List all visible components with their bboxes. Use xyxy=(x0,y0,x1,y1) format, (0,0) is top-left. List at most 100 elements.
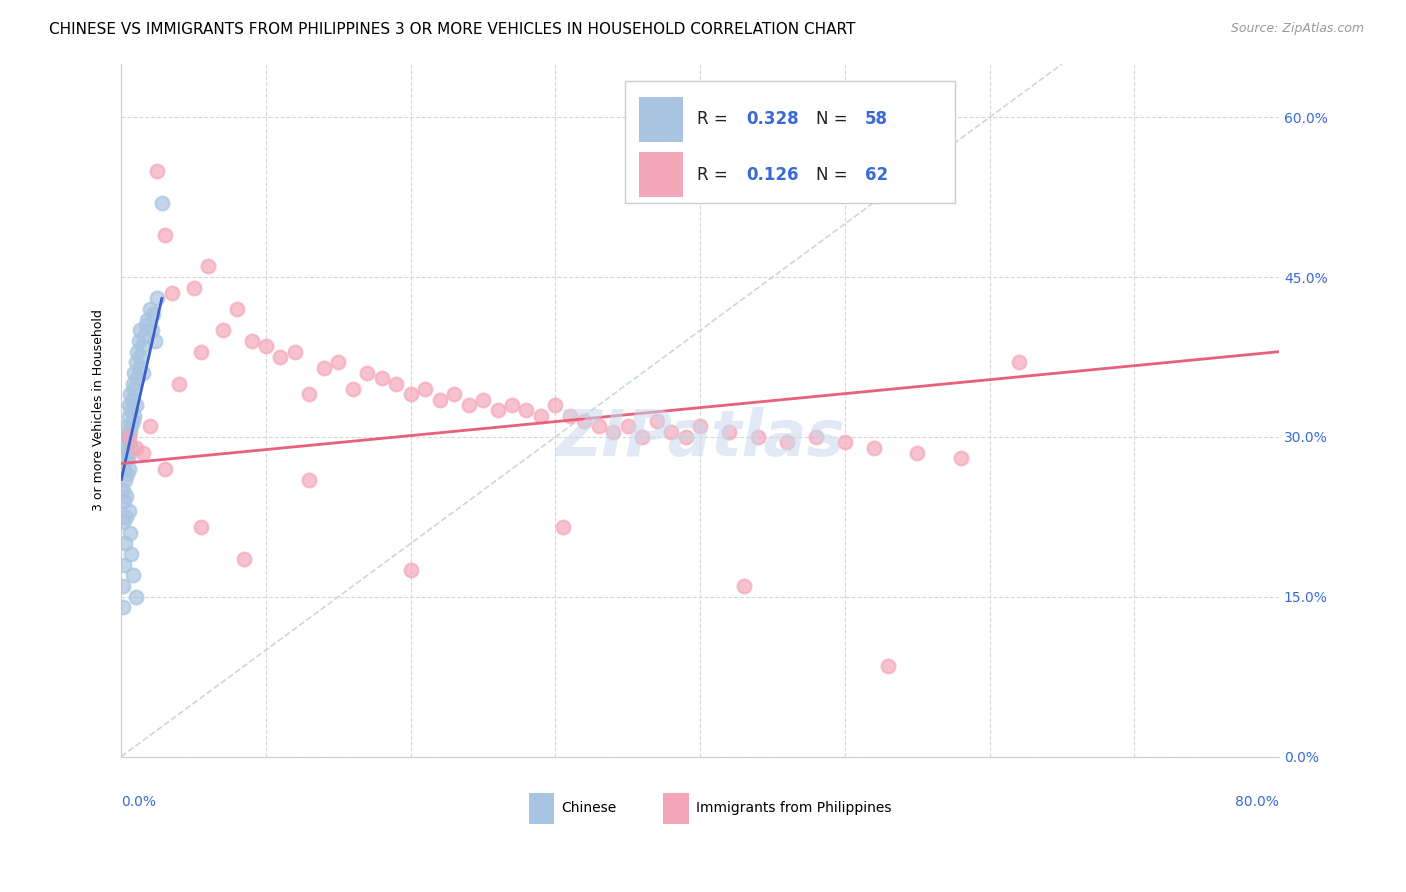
Point xyxy=(197,260,219,274)
Point xyxy=(328,355,350,369)
Point xyxy=(1007,355,1029,369)
Point xyxy=(472,392,495,407)
Point xyxy=(129,350,152,364)
Point xyxy=(399,563,422,577)
Point xyxy=(160,286,183,301)
Point xyxy=(167,376,190,391)
Point xyxy=(125,441,148,455)
Point xyxy=(134,328,156,343)
Point xyxy=(127,344,149,359)
Point xyxy=(118,525,141,540)
Point xyxy=(551,520,574,534)
Point xyxy=(120,441,142,455)
Point xyxy=(574,414,596,428)
Point xyxy=(112,579,135,593)
Point xyxy=(342,382,364,396)
Point xyxy=(776,435,799,450)
Point xyxy=(153,227,176,242)
Point xyxy=(254,339,277,353)
Text: R =: R = xyxy=(697,111,733,128)
Text: Chinese: Chinese xyxy=(561,801,616,815)
Point xyxy=(733,579,755,593)
Point xyxy=(544,398,567,412)
Point xyxy=(659,425,682,439)
Point xyxy=(183,281,205,295)
Point xyxy=(429,392,451,407)
Point xyxy=(118,387,141,401)
FancyBboxPatch shape xyxy=(664,793,689,824)
Point xyxy=(142,307,165,321)
Point xyxy=(112,493,135,508)
Point xyxy=(112,462,135,476)
Point xyxy=(153,462,176,476)
Point xyxy=(211,323,233,337)
Point xyxy=(146,292,169,306)
Point xyxy=(128,360,150,375)
Y-axis label: 3 or more Vehicles in Household: 3 or more Vehicles in Household xyxy=(93,310,105,511)
Point xyxy=(141,323,163,337)
Point xyxy=(413,382,436,396)
Point xyxy=(240,334,263,348)
Point xyxy=(115,489,138,503)
Point xyxy=(120,419,142,434)
Point xyxy=(356,366,378,380)
Point xyxy=(645,414,668,428)
Point xyxy=(190,344,212,359)
Point xyxy=(125,355,148,369)
Point xyxy=(115,419,138,434)
Point xyxy=(877,659,900,673)
Point xyxy=(117,430,139,444)
Text: R =: R = xyxy=(697,166,733,184)
Point xyxy=(399,387,422,401)
FancyBboxPatch shape xyxy=(638,153,683,197)
Point xyxy=(115,446,138,460)
Point xyxy=(114,509,136,524)
Point xyxy=(501,398,523,412)
Text: Source: ZipAtlas.com: Source: ZipAtlas.com xyxy=(1230,22,1364,36)
Point xyxy=(117,430,139,444)
Point xyxy=(269,350,291,364)
Point xyxy=(602,425,624,439)
Point xyxy=(125,590,148,604)
Point xyxy=(129,323,152,337)
Point xyxy=(114,451,136,466)
Point xyxy=(127,371,149,385)
Point xyxy=(122,376,145,391)
Point xyxy=(298,473,321,487)
Point xyxy=(136,312,159,326)
Point xyxy=(949,451,972,466)
Point xyxy=(486,403,509,417)
Point xyxy=(114,430,136,444)
Point xyxy=(132,366,155,380)
Point xyxy=(515,403,537,417)
Text: 62: 62 xyxy=(865,166,887,184)
Point xyxy=(371,371,394,385)
Point xyxy=(457,398,479,412)
Text: N =: N = xyxy=(815,111,853,128)
Point xyxy=(135,318,157,332)
Point xyxy=(862,441,884,455)
Point xyxy=(117,409,139,423)
FancyBboxPatch shape xyxy=(638,97,683,142)
Text: CHINESE VS IMMIGRANTS FROM PHILIPPINES 3 OR MORE VEHICLES IN HOUSEHOLD CORRELATI: CHINESE VS IMMIGRANTS FROM PHILIPPINES 3… xyxy=(49,22,856,37)
Point xyxy=(122,409,145,423)
Point xyxy=(115,467,138,482)
Point xyxy=(558,409,581,423)
Text: 80.0%: 80.0% xyxy=(1234,795,1279,809)
Point xyxy=(747,430,769,444)
Point xyxy=(146,163,169,178)
Point xyxy=(139,419,162,434)
Text: 0.0%: 0.0% xyxy=(121,795,156,809)
Point xyxy=(122,568,145,582)
Text: 58: 58 xyxy=(865,111,887,128)
Point xyxy=(120,547,142,561)
Point xyxy=(118,398,141,412)
Point xyxy=(128,334,150,348)
Point xyxy=(905,446,928,460)
Point xyxy=(124,366,146,380)
Point xyxy=(118,425,141,439)
FancyBboxPatch shape xyxy=(529,793,554,824)
Point xyxy=(190,520,212,534)
Point xyxy=(617,419,640,434)
Text: 0.126: 0.126 xyxy=(747,166,799,184)
